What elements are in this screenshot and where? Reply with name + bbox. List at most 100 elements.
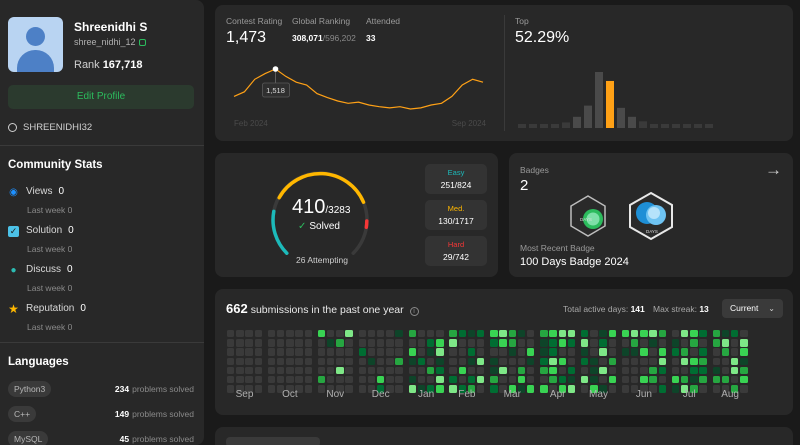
heatmap-cell[interactable] — [327, 357, 335, 365]
heatmap-cell[interactable] — [608, 385, 616, 393]
heatmap-cell[interactable] — [227, 339, 235, 347]
heatmap-cell[interactable] — [436, 376, 444, 384]
heatmap-cell[interactable] — [690, 339, 698, 347]
heatmap-cell[interactable] — [671, 330, 680, 338]
heatmap-cell[interactable] — [367, 348, 376, 356]
heatmap-cell[interactable] — [467, 330, 476, 338]
heatmap-cell[interactable] — [436, 339, 444, 347]
heatmap-cell[interactable] — [621, 376, 630, 384]
heatmap-cell[interactable] — [558, 339, 566, 347]
heatmap-cell[interactable] — [527, 357, 535, 365]
heatmap-cell[interactable] — [408, 376, 416, 384]
heatmap-cell[interactable] — [227, 366, 235, 375]
heatmap-cell[interactable] — [417, 357, 426, 365]
heatmap-cell[interactable] — [508, 357, 516, 365]
heatmap-cell[interactable] — [599, 357, 607, 365]
heatmap-cell[interactable] — [277, 330, 285, 338]
heatmap-cell[interactable] — [712, 348, 720, 356]
heatmap-cell[interactable] — [227, 376, 235, 384]
heatmap-cell[interactable] — [549, 357, 557, 365]
heatmap-cell[interactable] — [581, 385, 589, 393]
heatmap-cell[interactable] — [336, 385, 344, 393]
heatmap-cell[interactable] — [631, 385, 639, 393]
heatmap-cell[interactable] — [358, 366, 366, 375]
heatmap-cell[interactable] — [527, 330, 535, 338]
heatmap-cell[interactable] — [731, 385, 739, 393]
heatmap-cell[interactable] — [449, 366, 457, 375]
heatmap-cell[interactable] — [336, 348, 344, 356]
heatmap-cell[interactable] — [436, 330, 444, 338]
heatmap-cell[interactable] — [499, 348, 507, 356]
heatmap-cell[interactable] — [304, 330, 312, 338]
heatmap-cell[interactable] — [236, 339, 244, 347]
heatmap-cell[interactable] — [267, 348, 276, 356]
heatmap-cell[interactable] — [449, 376, 457, 384]
medium-stat[interactable]: Med. 130/1717 — [425, 200, 487, 230]
heatmap-cell[interactable] — [417, 330, 426, 338]
heatmap-cell[interactable] — [590, 376, 598, 384]
heatmap-cell[interactable] — [671, 348, 680, 356]
heatmap-cell[interactable] — [631, 366, 639, 375]
heatmap-cell[interactable] — [386, 348, 394, 356]
heatmap-cell[interactable] — [517, 366, 526, 375]
heatmap-cell[interactable] — [449, 385, 457, 393]
heatmap-cell[interactable] — [581, 357, 589, 365]
heatmap-cell[interactable] — [245, 366, 253, 375]
heatmap-cell[interactable] — [417, 376, 426, 384]
rating-distribution-chart[interactable] — [515, 65, 785, 131]
heatmap-cell[interactable] — [608, 339, 616, 347]
heatmap-cell[interactable] — [286, 348, 294, 356]
heatmap-cell[interactable] — [527, 376, 535, 384]
heatmap-cell[interactable] — [345, 348, 353, 356]
heatmap-cell[interactable] — [567, 366, 576, 375]
heatmap-cell[interactable] — [386, 385, 394, 393]
heatmap-cell[interactable] — [327, 366, 335, 375]
heatmap-cell[interactable] — [286, 357, 294, 365]
heatmap-cell[interactable] — [327, 376, 335, 384]
heatmap-cell[interactable] — [681, 339, 689, 347]
heatmap-cell[interactable] — [304, 339, 312, 347]
heatmap-cell[interactable] — [540, 330, 548, 338]
heatmap-cell[interactable] — [731, 366, 739, 375]
heatmap-cell[interactable] — [367, 357, 376, 365]
heatmap-cell[interactable] — [658, 357, 666, 365]
heatmap-cell[interactable] — [517, 357, 526, 365]
heatmap-cell[interactable] — [317, 339, 326, 347]
heatmap-cell[interactable] — [467, 348, 476, 356]
heatmap-cell[interactable] — [599, 339, 607, 347]
heatmap-cell[interactable] — [671, 357, 680, 365]
heatmap-cell[interactable] — [699, 385, 707, 393]
heatmap-cell[interactable] — [712, 330, 720, 338]
heatmap-cell[interactable] — [658, 385, 666, 393]
heatmap-cell[interactable] — [671, 366, 680, 375]
heatmap-cell[interactable] — [517, 376, 526, 384]
heatmap-cell[interactable] — [358, 357, 366, 365]
heatmap-cell[interactable] — [477, 357, 485, 365]
heatmap-cell[interactable] — [295, 330, 303, 338]
heatmap-cell[interactable] — [367, 376, 376, 384]
heatmap-cell[interactable] — [367, 385, 376, 393]
heatmap-cell[interactable] — [345, 357, 353, 365]
heatmap-cell[interactable] — [427, 357, 435, 365]
heatmap-cell[interactable] — [681, 330, 689, 338]
heatmap-cell[interactable] — [458, 348, 466, 356]
heatmap-cell[interactable] — [499, 339, 507, 347]
heatmap-cell[interactable] — [367, 339, 376, 347]
heatmap-cell[interactable] — [395, 339, 403, 347]
heatmap-cell[interactable] — [558, 348, 566, 356]
heatmap-cell[interactable] — [721, 348, 730, 356]
heatmap-cell[interactable] — [731, 339, 739, 347]
heatmap-cell[interactable] — [608, 366, 616, 375]
heatmap-cell[interactable] — [436, 357, 444, 365]
heatmap-cell[interactable] — [236, 385, 244, 393]
heatmap-cell[interactable] — [490, 385, 498, 393]
heatmap-cell[interactable] — [740, 385, 748, 393]
heatmap-cell[interactable] — [590, 339, 598, 347]
heatmap-cell[interactable] — [567, 385, 576, 393]
heatmap-cell[interactable] — [712, 366, 720, 375]
heatmap-cell[interactable] — [267, 330, 276, 338]
heatmap-cell[interactable] — [567, 330, 576, 338]
heatmap-cell[interactable] — [317, 348, 326, 356]
heatmap-cell[interactable] — [236, 376, 244, 384]
github-link[interactable]: SHREENIDHI32 — [8, 122, 92, 133]
